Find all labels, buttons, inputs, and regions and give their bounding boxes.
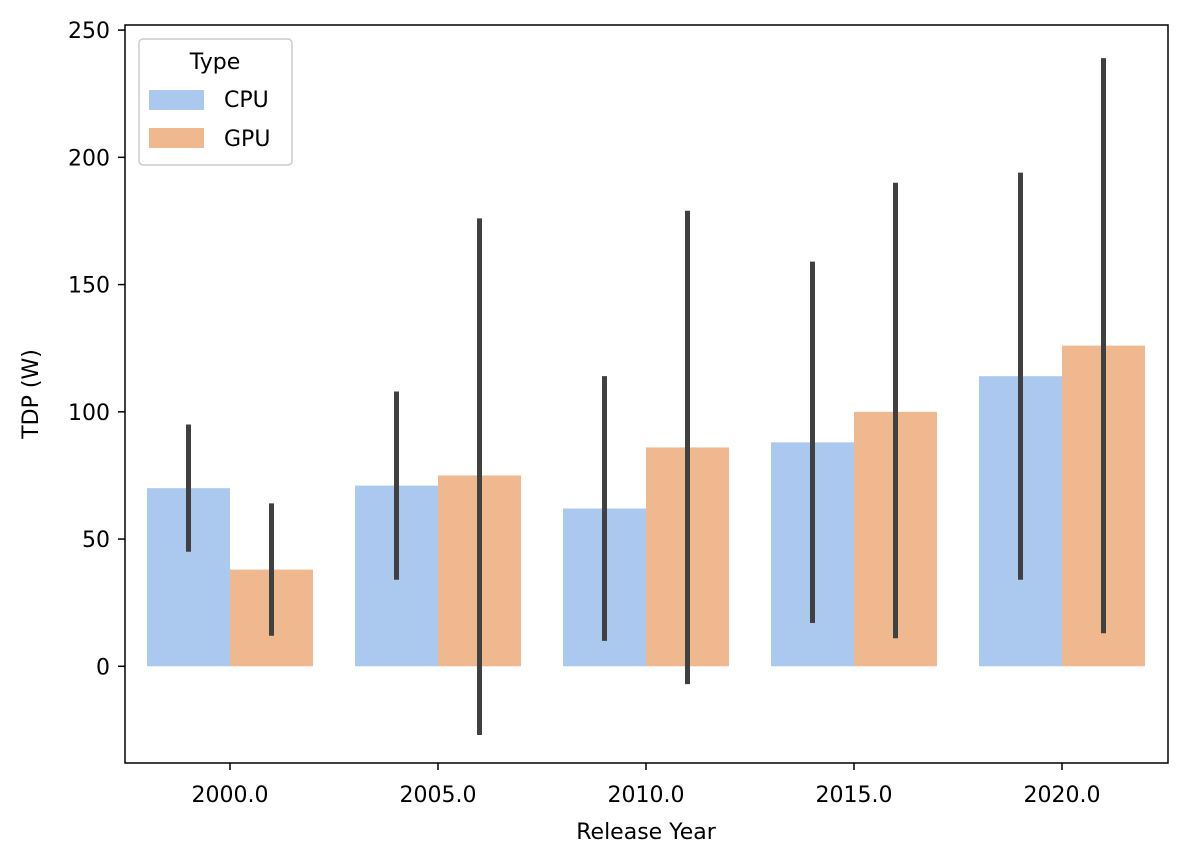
errorbars-layer (186, 58, 1106, 736)
x-tick-label-2000.0: 2000.0 (192, 783, 269, 808)
y-tick-label-50: 50 (82, 528, 110, 553)
legend-swatch-gpu (149, 128, 204, 148)
legend-swatch-cpu (149, 90, 204, 110)
bars-layer (147, 345, 1145, 667)
legend-label-gpu: GPU (224, 127, 270, 152)
y-tick-label-150: 150 (68, 274, 110, 299)
y-tick-label-250: 250 (68, 19, 110, 44)
x-axis-label: Release Year (576, 820, 716, 845)
y-tick-label-100: 100 (68, 401, 110, 426)
y-tick-label-0: 0 (96, 655, 110, 680)
x-axis: 2000.0 2005.0 2010.0 2015.0 2020.0 (192, 763, 1101, 808)
legend-title: Type (189, 50, 241, 75)
y-tick-label-200: 200 (68, 146, 110, 171)
x-tick-label-2005.0: 2005.0 (400, 783, 477, 808)
legend-label-cpu: CPU (224, 88, 269, 113)
legend: Type CPU GPU (138, 38, 293, 166)
y-axis-label: TDP (W) (19, 349, 44, 440)
y-axis: 0 50 100 150 200 250 (68, 19, 125, 680)
x-tick-label-2020.0: 2020.0 (1024, 783, 1101, 808)
x-tick-label-2015.0: 2015.0 (816, 783, 893, 808)
x-tick-label-2010.0: 2010.0 (608, 783, 685, 808)
